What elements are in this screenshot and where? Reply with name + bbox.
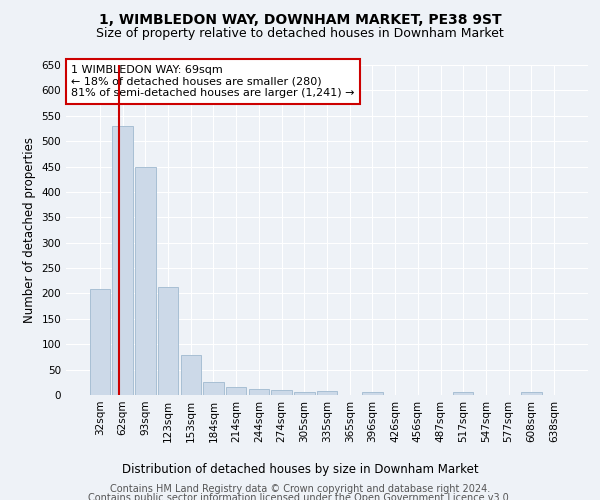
Text: Distribution of detached houses by size in Downham Market: Distribution of detached houses by size … [122,462,478,475]
Bar [112,126,133,395]
Bar [294,392,314,395]
Bar [317,391,337,395]
Bar [362,392,383,395]
Bar [226,388,247,395]
Y-axis label: Number of detached properties: Number of detached properties [23,137,36,323]
Text: Contains HM Land Registry data © Crown copyright and database right 2024.: Contains HM Land Registry data © Crown c… [110,484,490,494]
Bar [158,288,178,395]
Bar [453,392,473,395]
Bar [181,356,201,395]
Bar [135,166,155,395]
Bar [521,392,542,395]
Text: Contains public sector information licensed under the Open Government Licence v3: Contains public sector information licen… [88,493,512,500]
Bar [248,389,269,395]
Bar [203,382,224,395]
Text: Size of property relative to detached houses in Downham Market: Size of property relative to detached ho… [96,28,504,40]
Bar [90,290,110,395]
Text: 1, WIMBLEDON WAY, DOWNHAM MARKET, PE38 9ST: 1, WIMBLEDON WAY, DOWNHAM MARKET, PE38 9… [98,12,502,26]
Bar [271,390,292,395]
Text: 1 WIMBLEDON WAY: 69sqm
← 18% of detached houses are smaller (280)
81% of semi-de: 1 WIMBLEDON WAY: 69sqm ← 18% of detached… [71,65,355,98]
